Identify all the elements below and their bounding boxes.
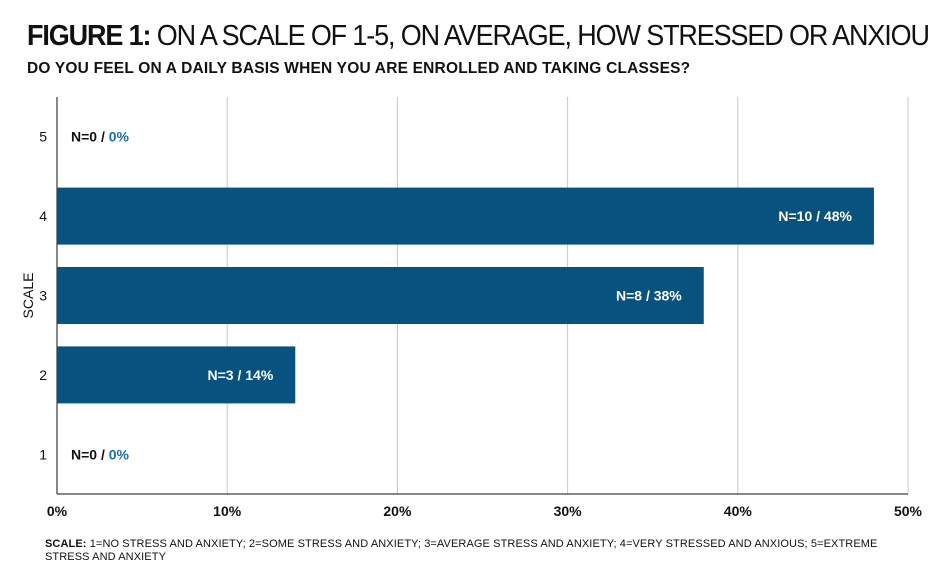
title-question: ON A SCALE OF 1-5, ON AVERAGE, HOW STRES… <box>156 20 930 52</box>
scale-footnote: SCALE: 1=NO STRESS AND ANXIETY; 2=SOME S… <box>45 538 885 564</box>
data-label-percent: 0% <box>109 129 130 145</box>
y-axis-title: SCALE <box>20 273 36 319</box>
x-tick-label: 40% <box>724 503 753 519</box>
data-label-3: N=8 / 38% <box>616 288 682 304</box>
data-label-2: N=3 / 14% <box>208 367 274 383</box>
category-label: 3 <box>39 288 47 304</box>
chart-title: FIGURE 1: ON A SCALE OF 1-5, ON AVERAGE,… <box>27 20 930 53</box>
category-label: 1 <box>39 446 47 462</box>
category-label: 5 <box>39 129 47 145</box>
data-label-1: N=0 / 0% <box>71 446 130 462</box>
x-tick-label: 0% <box>47 503 68 519</box>
x-tick-label: 10% <box>213 503 242 519</box>
figure-number: FIGURE 1: <box>27 20 151 52</box>
bar-4 <box>57 187 874 245</box>
data-label-count: N=0 / <box>71 129 109 145</box>
x-tick-label: 30% <box>554 503 583 519</box>
footnote-label: SCALE: <box>45 538 87 550</box>
x-tick-label: 20% <box>383 503 412 519</box>
footnote-text: 1=NO STRESS AND ANXIETY; 2=SOME STRESS A… <box>45 538 878 563</box>
bar-3 <box>57 267 704 324</box>
x-tick-label: 50% <box>894 503 923 519</box>
data-label-count: N=0 / <box>71 446 109 462</box>
data-label-4: N=10 / 48% <box>778 208 852 224</box>
category-label: 2 <box>39 367 47 383</box>
category-label: 4 <box>39 208 47 224</box>
chart-subtitle: DO YOU FEEL ON A DAILY BASIS WHEN YOU AR… <box>27 60 691 77</box>
bar-2 <box>57 346 296 404</box>
data-label-5: N=0 / 0% <box>71 129 130 145</box>
data-label-percent: 0% <box>109 446 130 462</box>
